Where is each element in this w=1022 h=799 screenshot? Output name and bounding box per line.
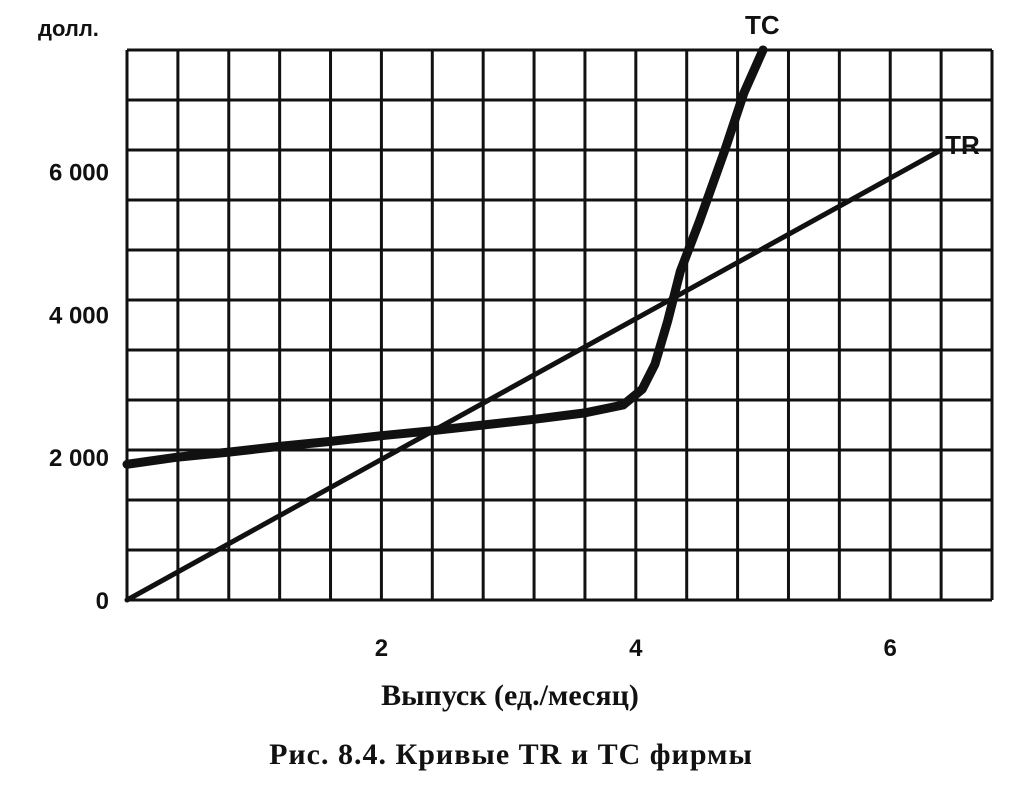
x-axis-title: Выпуск (ед./месяц) — [381, 679, 639, 712]
y-tick-label: 6 000 — [49, 159, 109, 186]
figure-caption: Рис. 8.4. Кривые TR и TC фирмы — [269, 738, 753, 771]
tick-labels: 0 2 000 4 000 6 000 2 4 6 — [49, 159, 897, 662]
series-label-tc: TC — [745, 10, 780, 40]
y-tick-label: 0 — [96, 588, 109, 615]
series-line-tc — [122, 45, 768, 469]
y-axis-unit: долл. — [38, 16, 99, 41]
y-tick-label: 4 000 — [49, 302, 109, 329]
x-tick-label: 4 — [629, 635, 643, 662]
series-label-tr: TR — [945, 130, 980, 160]
x-tick-label: 6 — [884, 635, 897, 662]
grid — [125, 48, 994, 602]
y-tick-label: 2 000 — [49, 445, 109, 472]
series-layer — [122, 45, 944, 603]
series-labels: TC TR — [745, 10, 980, 160]
x-tick-label: 2 — [375, 635, 388, 662]
series-line-tr — [124, 147, 944, 603]
